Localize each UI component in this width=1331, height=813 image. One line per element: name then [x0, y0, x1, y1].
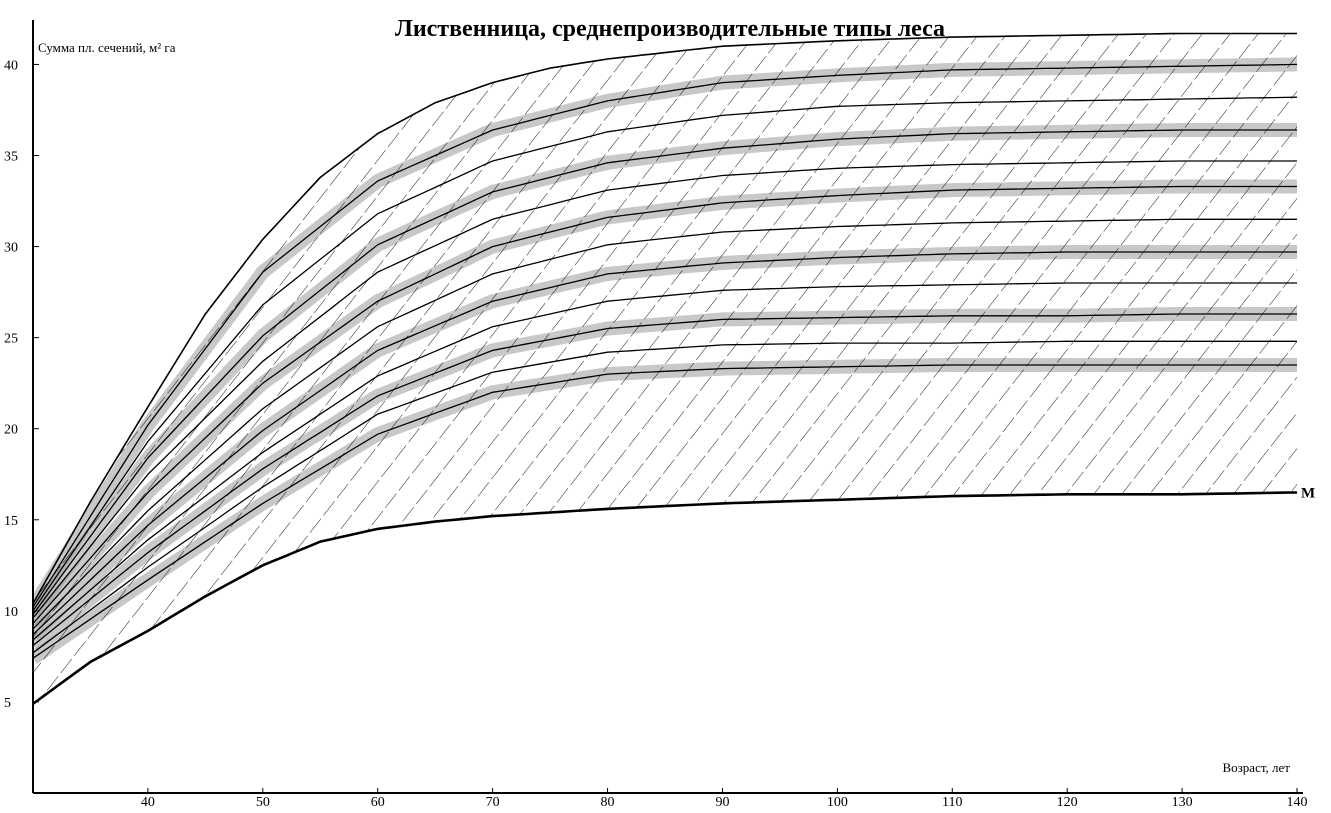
x-tick-label: 60 — [371, 795, 385, 808]
upper-envelope-line — [33, 32, 1297, 604]
series-line-7 — [33, 251, 1297, 635]
series-line-3 — [33, 129, 1297, 615]
x-tick-label: 100 — [827, 795, 848, 808]
series-end-label: M — [1301, 485, 1315, 501]
x-tick-label: 40 — [141, 795, 155, 808]
series-line-11 — [33, 364, 1297, 659]
x-tick-label: 140 — [1287, 795, 1308, 808]
hatched-region-layer — [33, 33, 1297, 704]
chart-title: Лиственница, среднепроизводительные типы… — [395, 16, 945, 42]
x-tick-label: 110 — [942, 795, 962, 808]
x-tick-label: 120 — [1057, 795, 1078, 808]
y-tick-label: 35 — [4, 150, 18, 165]
x-tick-label: 130 — [1172, 795, 1193, 808]
series-line-2 — [33, 96, 1297, 612]
y-axis-label: Сумма пл. сечений, м² га — [38, 40, 176, 55]
axes-layer: 40 50 60 70 80 90 100 110 120 130 140 5 10 15 20 25 30 35… — [4, 20, 1308, 810]
x-tick-label: 80 — [601, 795, 615, 808]
x-tick-label: 50 — [256, 795, 270, 808]
x-tick-label: 90 — [715, 795, 729, 808]
y-tick-label: 20 — [4, 423, 18, 438]
x-tick-label: 70 — [486, 795, 500, 808]
hatched-region — [33, 33, 1297, 704]
series-line-1 — [33, 63, 1297, 608]
series-line-8 — [33, 282, 1297, 641]
series-line-4 — [33, 160, 1297, 619]
series-line-9 — [33, 313, 1297, 647]
y-tick-label: 10 — [4, 605, 18, 620]
y-tick-label: 15 — [4, 514, 18, 529]
series-line-6 — [33, 218, 1297, 630]
series-line-5 — [33, 185, 1297, 625]
y-tick-label: 5 — [4, 696, 11, 711]
series-lines-layer — [33, 32, 1297, 705]
x-axis-label: Возраст, лет — [1223, 760, 1291, 775]
lower-envelope-line — [33, 491, 1297, 705]
y-tick-label: 30 — [4, 241, 18, 256]
series-line-10 — [33, 340, 1297, 654]
y-tick-label: 25 — [4, 332, 18, 347]
y-tick-label: 40 — [4, 58, 18, 73]
